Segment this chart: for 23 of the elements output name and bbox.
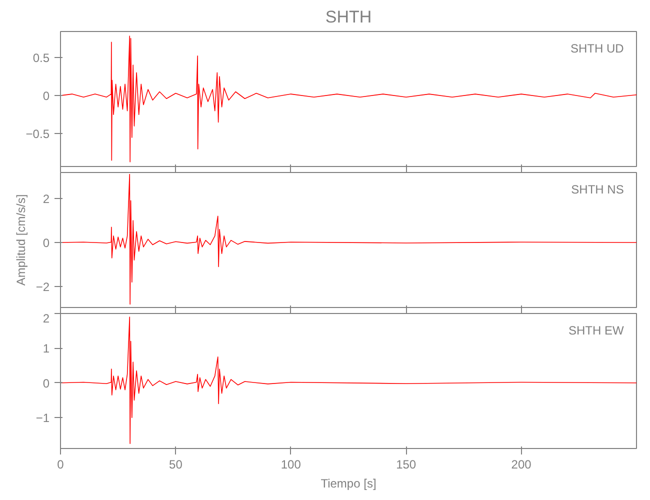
line-series [60, 36, 636, 162]
y-tick-label: 2 [42, 312, 50, 326]
y-tick-label: 0 [42, 376, 50, 390]
annotation: SHTH EW [568, 324, 625, 338]
y-tick-label: 0.5 [32, 50, 50, 65]
y-tick-label: 0 [42, 89, 50, 104]
y-tick-label: −2 [36, 280, 50, 294]
y-tick-label: 2 [42, 192, 50, 206]
y-tick-label: −1 [36, 411, 50, 426]
x-tick-label: 0 [57, 458, 64, 472]
x-axis-title: Tiempo [s] [320, 476, 376, 490]
y-tick-label: 0 [42, 236, 50, 250]
x-tick-label: 200 [511, 458, 532, 472]
chart-title: SHTH [325, 8, 372, 26]
annotation: SHTH UD [570, 42, 624, 56]
y-tick-label: 1 [42, 342, 50, 356]
x-tick-label: 100 [280, 458, 302, 472]
x-tick-label: 50 [169, 458, 183, 472]
line-series [60, 174, 636, 305]
annotation: SHTH NS [571, 182, 624, 196]
y-tick-label: −0.5 [26, 127, 50, 142]
x-tick-label: 150 [396, 458, 416, 472]
y-axis-title: Amplitud [cm/s/s] [14, 194, 28, 286]
